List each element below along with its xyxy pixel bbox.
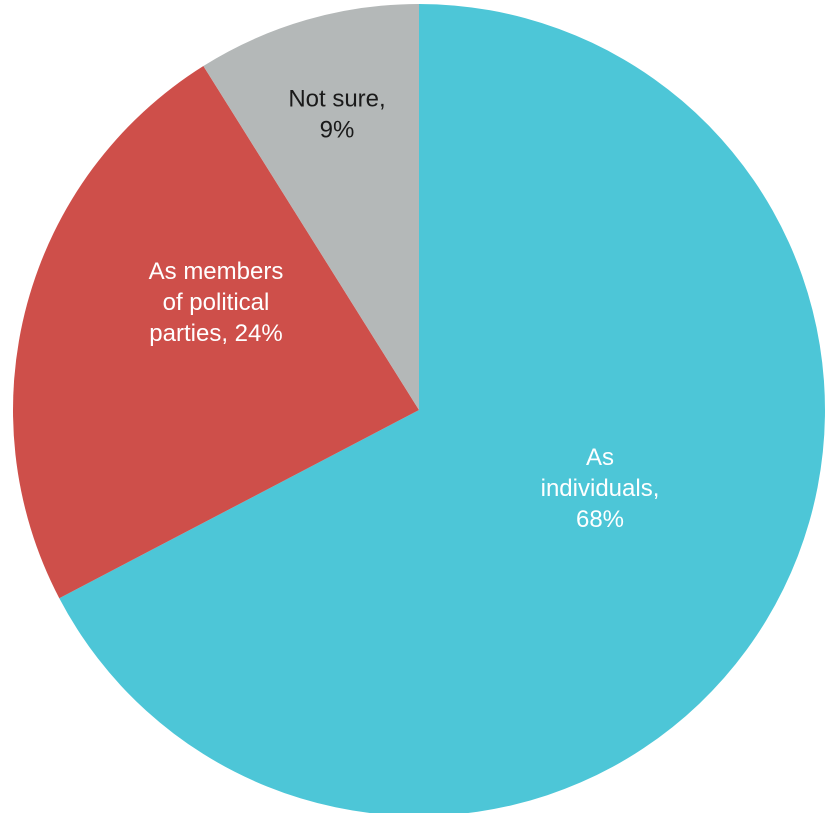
- slice-label-individuals: As individuals, 68%: [541, 444, 660, 533]
- slice-label-parties: As members of political parties, 24%: [149, 258, 284, 347]
- slice-label-line: As members: [149, 258, 284, 285]
- slice-label-line: parties, 24%: [149, 320, 282, 347]
- pie-slice-parties: [13, 65, 420, 599]
- slice-label-line: 68%: [576, 506, 624, 533]
- pie-slice-not-sure: [203, 3, 419, 410]
- slice-label-line: individuals,: [541, 475, 660, 502]
- slice-label-line: of political: [163, 289, 270, 316]
- slice-label-line: As: [586, 444, 614, 471]
- slice-label-not-sure: Not sure, 9%: [288, 86, 385, 144]
- slice-label-line: Not sure,: [288, 86, 385, 113]
- pie-slice-individuals: [59, 4, 825, 813]
- slice-label-line: 9%: [320, 117, 355, 144]
